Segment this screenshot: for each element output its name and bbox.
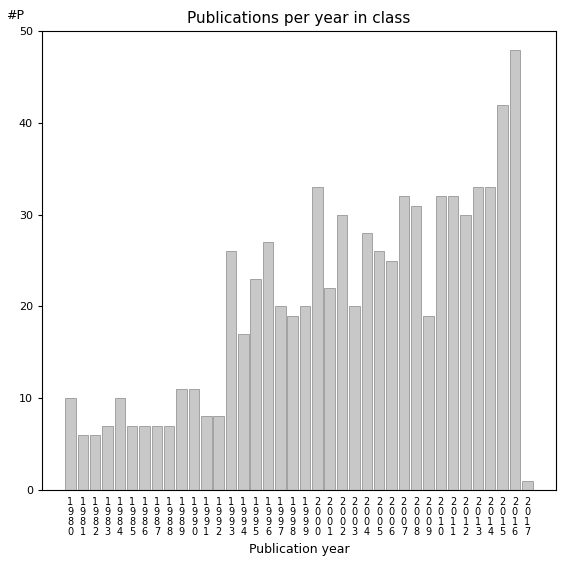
Y-axis label: #P: #P [6,9,24,22]
X-axis label: Publication year: Publication year [248,543,349,556]
Bar [473,187,483,490]
Bar [201,416,211,490]
Bar [362,233,372,490]
Bar [102,426,113,490]
Bar [213,416,224,490]
Bar [349,306,359,490]
Bar [337,215,348,490]
Bar [374,251,384,490]
Bar [324,288,335,490]
Bar [485,187,496,490]
Bar [238,334,248,490]
Bar [411,206,421,490]
Bar [115,398,125,490]
Bar [312,187,323,490]
Bar [189,389,199,490]
Bar [399,196,409,490]
Bar [176,389,187,490]
Bar [300,306,310,490]
Bar [460,215,471,490]
Bar [287,316,298,490]
Bar [139,426,150,490]
Bar [127,426,137,490]
Bar [497,105,508,490]
Bar [226,251,236,490]
Bar [151,426,162,490]
Bar [448,196,459,490]
Bar [251,279,261,490]
Bar [65,398,76,490]
Bar [90,435,100,490]
Title: Publications per year in class: Publications per year in class [187,11,411,26]
Bar [275,306,286,490]
Bar [386,261,397,490]
Bar [78,435,88,490]
Bar [263,242,273,490]
Bar [522,480,532,490]
Bar [435,196,446,490]
Bar [510,50,520,490]
Bar [423,316,434,490]
Bar [164,426,175,490]
